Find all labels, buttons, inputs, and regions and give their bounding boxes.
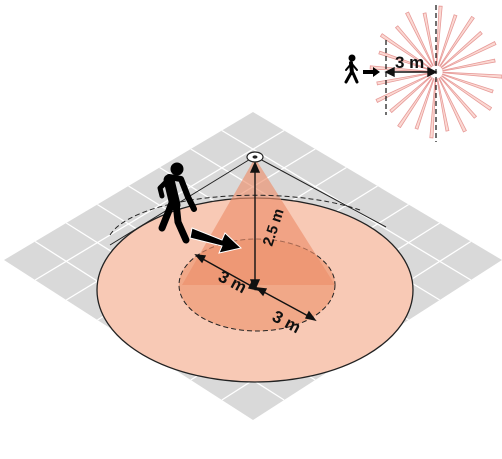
coverage-ray	[441, 41, 497, 70]
inner-radius-dimension	[194, 254, 260, 292]
upper-dashed-ellipse	[109, 194, 361, 236]
coverage-ray	[439, 15, 475, 67]
sensor-icon	[246, 151, 264, 163]
coverage-ray	[440, 30, 483, 69]
walking-person-icon	[157, 162, 197, 244]
coverage-ray	[389, 75, 432, 114]
coverage-ray	[441, 73, 494, 94]
coverage-ray	[405, 11, 434, 67]
coverage-ray	[397, 77, 433, 129]
coverage-ray	[414, 77, 435, 130]
inset-distance-label: 3 m	[395, 53, 424, 72]
coverage-ray	[441, 75, 493, 111]
coverage-ray	[438, 77, 467, 133]
detection-cone	[182, 158, 335, 285]
direction-arrow-icon	[189, 227, 243, 254]
outer-segment-dimension	[255, 287, 317, 322]
right-slant-line	[257, 157, 387, 228]
inset-distance-dimension	[384, 66, 438, 78]
left-slant-line	[109, 157, 253, 246]
coverage-ray	[394, 25, 433, 68]
coverage-ray	[437, 14, 458, 67]
coverage-ray	[439, 76, 478, 119]
coverage-ray	[436, 78, 450, 132]
coverage-ray	[379, 33, 431, 69]
top-view-inset: 3 m	[344, 5, 502, 142]
coverage-ray	[422, 12, 436, 66]
direction-arrow-icon	[363, 67, 380, 77]
coverage-outline	[109, 157, 387, 246]
coverage-rays	[369, 5, 502, 139]
coverage-ray	[442, 58, 496, 72]
walking-person-icon	[344, 54, 359, 84]
